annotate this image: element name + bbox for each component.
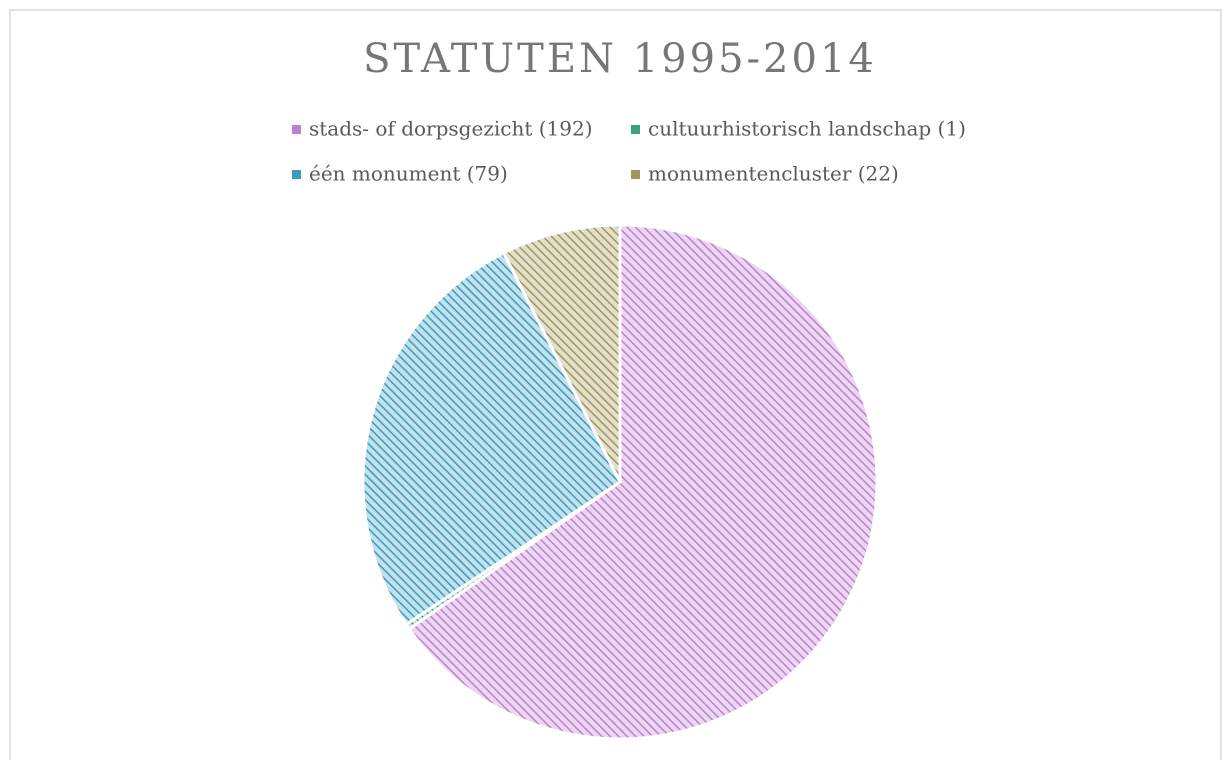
legend-swatch (292, 125, 301, 134)
legend-swatch (631, 125, 640, 134)
pie-slice (502, 223, 622, 484)
legend-swatch (292, 170, 301, 179)
legend-label: stads- of dorpsgezicht (192) (309, 117, 593, 141)
legend-label: monumentencluster (22) (648, 162, 899, 186)
pie-slice (407, 223, 879, 741)
legend-label: één monument (79) (309, 162, 508, 186)
legend-label: cultuurhistorisch landschap (1) (648, 117, 966, 141)
pie-slice (361, 251, 622, 626)
legend-swatch (631, 170, 640, 179)
chart-title: STATUTEN 1995-2014 (363, 36, 877, 82)
chart-border (9, 9, 1222, 760)
